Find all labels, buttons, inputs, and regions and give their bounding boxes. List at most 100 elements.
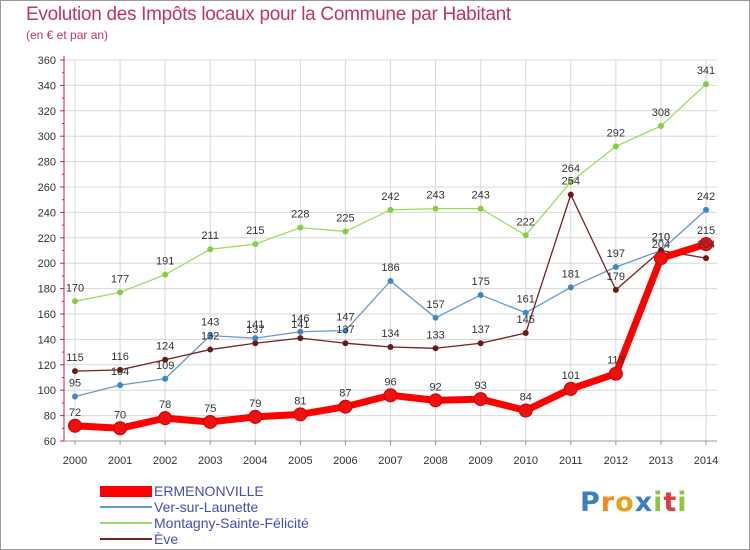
data-label-montagny-sainte-felicite: 191: [156, 256, 174, 268]
data-point-eve: [342, 340, 349, 347]
legend-swatch: [100, 522, 152, 524]
data-label-eve: 116: [111, 351, 129, 363]
data-point-ermenonville: [203, 414, 218, 429]
data-label-montagny-sainte-felicite: 215: [246, 225, 264, 237]
data-label-ver-sur-launette: 186: [381, 262, 399, 274]
y-tick-label: 300: [38, 131, 56, 143]
data-label-montagny-sainte-felicite: 211: [201, 230, 219, 242]
data-point-eve: [432, 345, 439, 352]
x-tick-label: 2008: [423, 455, 447, 467]
legend-swatch: [100, 506, 152, 508]
logo-letter: i: [653, 487, 664, 518]
x-tick-label: 2007: [378, 455, 402, 467]
chart-title: Evolution des Impôts locaux pour la Comm…: [26, 4, 511, 25]
data-point-ver-sur-launette: [432, 314, 439, 321]
x-tick-label: 2000: [63, 455, 87, 467]
data-label-ermenonville: 93: [475, 380, 487, 392]
data-point-montagny-sainte-felicite: [117, 289, 124, 296]
data-label-ermenonville: 87: [339, 388, 351, 400]
data-label-eve: 254: [562, 176, 580, 188]
data-label-ermenonville: 81: [294, 395, 306, 407]
y-tick-label: 200: [38, 258, 56, 270]
data-point-eve: [477, 340, 484, 347]
data-label-ver-sur-launette: 181: [562, 268, 580, 280]
y-tick-label: 60: [44, 436, 56, 448]
proxiti-logo: Proxiti: [580, 487, 688, 518]
data-label-ver-sur-launette: 95: [69, 378, 81, 390]
x-tick-label: 2012: [604, 455, 628, 467]
logo-letter: r: [600, 487, 616, 518]
data-point-eve: [567, 191, 574, 198]
data-label-eve: 137: [471, 324, 489, 336]
data-point-ver-sur-launette: [342, 327, 349, 334]
data-label-ver-sur-launette: 146: [291, 313, 309, 325]
data-label-montagny-sainte-felicite: 308: [652, 107, 670, 119]
data-label-montagny-sainte-felicite: 264: [562, 163, 580, 175]
x-tick-label: 2002: [153, 455, 177, 467]
data-point-ver-sur-launette: [567, 284, 574, 291]
data-point-montagny-sainte-felicite: [522, 232, 529, 239]
x-tick-label: 2003: [198, 455, 222, 467]
data-label-ermenonville: 75: [204, 403, 216, 415]
data-label-ermenonville: 72: [69, 407, 81, 419]
data-point-eve: [297, 335, 304, 342]
data-point-eve: [252, 340, 259, 347]
data-label-eve: 124: [156, 341, 174, 353]
legend-label: ERMENONVILLE: [154, 483, 264, 499]
chart-subtitle: (en € et par an): [26, 28, 109, 42]
data-point-montagny-sainte-felicite: [297, 224, 304, 231]
data-point-ver-sur-launette: [72, 393, 78, 400]
y-tick-label: 360: [38, 55, 56, 67]
data-point-eve: [162, 356, 169, 363]
data-point-ermenonville: [383, 388, 398, 403]
data-point-ver-sur-launette: [117, 382, 124, 389]
data-label-montagny-sainte-felicite: 341: [697, 65, 715, 77]
data-label-ermenonville: 96: [384, 376, 396, 388]
data-label-eve: 179: [607, 271, 625, 283]
data-label-eve: 210: [652, 232, 670, 244]
y-tick-label: 340: [38, 80, 56, 92]
data-label-eve: 204: [697, 239, 715, 251]
data-point-ermenonville: [158, 411, 173, 426]
data-point-ermenonville: [338, 399, 353, 414]
data-point-ermenonville: [518, 403, 533, 418]
data-label-eve: 137: [246, 324, 264, 336]
data-point-ermenonville: [68, 418, 82, 433]
data-label-montagny-sainte-felicite: 292: [607, 127, 625, 139]
data-point-ermenonville: [428, 393, 443, 408]
data-point-montagny-sainte-felicite: [432, 205, 439, 212]
data-label-ver-sur-launette: 175: [471, 276, 489, 288]
line-chart: 60 80 100 120 140 160 180 200 220 240 260 280 300 320…: [38, 55, 719, 467]
data-point-montagny-sainte-felicite: [612, 143, 619, 150]
data-point-ermenonville: [699, 237, 713, 252]
data-point-ver-sur-launette: [207, 332, 214, 339]
data-label-eve: 141: [291, 319, 309, 331]
data-label-ver-sur-launette: 197: [607, 248, 625, 260]
data-point-ver-sur-launette: [477, 291, 484, 298]
data-label-ver-sur-launette: 143: [201, 317, 219, 329]
data-label-ermenonville: 215: [697, 225, 715, 237]
data-label-ver-sur-launette: 104: [111, 366, 129, 378]
data-point-ver-sur-launette: [252, 335, 259, 342]
data-label-eve: 134: [381, 328, 399, 340]
data-point-ermenonville: [113, 421, 128, 436]
data-label-ver-sur-launette: 161: [517, 294, 535, 306]
data-point-eve: [612, 286, 619, 293]
legend-swatch: [100, 485, 152, 497]
x-tick-label: 2005: [288, 455, 312, 467]
legend-label: Montagny-Sainte-Félicité: [154, 515, 309, 531]
data-label-eve: 132: [201, 331, 219, 343]
data-point-montagny-sainte-felicite: [72, 298, 78, 305]
y-tick-label: 320: [38, 106, 56, 118]
data-label-eve: 115: [66, 352, 84, 364]
data-point-eve: [703, 255, 709, 262]
data-point-montagny-sainte-felicite: [703, 81, 709, 88]
data-label-montagny-sainte-felicite: 228: [291, 209, 309, 221]
data-label-ver-sur-launette: 147: [336, 312, 354, 324]
data-point-ver-sur-launette: [297, 328, 304, 335]
x-tick-label: 2006: [333, 455, 357, 467]
y-tick-label: 100: [38, 385, 56, 397]
data-label-ver-sur-launette: 210: [652, 232, 670, 244]
data-label-ermenonville: 70: [114, 409, 126, 421]
